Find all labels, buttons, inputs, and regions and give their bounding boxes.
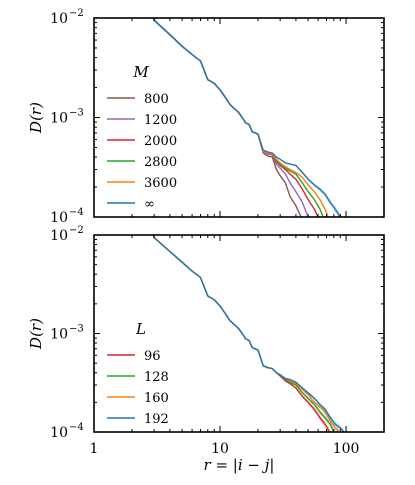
y-tick-label-exponent: −3	[69, 324, 84, 335]
y-tick-label: 10	[50, 210, 68, 226]
y-tick-label: 10	[50, 425, 68, 441]
y-tick-label-exponent: −4	[69, 207, 84, 218]
plot-area	[152, 235, 345, 432]
x-tick-label: 10	[211, 441, 229, 457]
legend-entry-label: 3600	[144, 176, 177, 191]
y-axis-label: D(r)	[27, 102, 45, 134]
legend-entry-label: 2800	[144, 155, 177, 170]
y-tick-label: 10	[50, 11, 68, 27]
y-tick-label: 10	[50, 327, 68, 343]
legend-entry-label: 800	[144, 92, 169, 107]
y-tick-label-exponent: −2	[69, 225, 84, 236]
legend-entry-label: 1200	[144, 113, 177, 128]
plot-area	[152, 18, 341, 217]
legend-entry-label: 96	[144, 349, 161, 364]
axes-frame	[93, 17, 385, 218]
series-line-128	[152, 235, 335, 432]
legend: L 96 128 160 192	[107, 320, 169, 427]
legend-title: M	[132, 63, 149, 81]
series-band-96	[154, 237, 330, 432]
y-tick-label-exponent: −3	[69, 108, 84, 119]
y-tick-label-exponent: −2	[69, 8, 84, 19]
legend: M 800 1200 2000 2800 3600 ∞	[107, 63, 177, 212]
y-tick-label: 10	[50, 228, 68, 244]
series-line-∞	[152, 18, 341, 217]
y-tick-label-exponent: −4	[69, 422, 84, 433]
x-tick-label: 1	[90, 441, 99, 457]
series-line-3600	[152, 18, 329, 217]
y-axis-label: D(r)	[27, 318, 45, 350]
legend-title: L	[135, 320, 146, 338]
legend-entry-label: 128	[144, 370, 169, 385]
series-line-2000	[152, 18, 319, 217]
legend-entry-label: 160	[144, 391, 169, 406]
series-line-96	[152, 235, 331, 432]
legend-entry-label: 192	[144, 412, 169, 427]
series-line-192	[152, 235, 345, 432]
x-tick-label: 100	[333, 441, 360, 457]
x-axis-label: r = |i − j|	[204, 456, 275, 474]
y-tick-label: 10	[50, 111, 68, 127]
series-line-160	[152, 235, 340, 432]
legend-entry-label: 2000	[144, 134, 177, 149]
legend-entry-label: ∞	[144, 197, 155, 212]
